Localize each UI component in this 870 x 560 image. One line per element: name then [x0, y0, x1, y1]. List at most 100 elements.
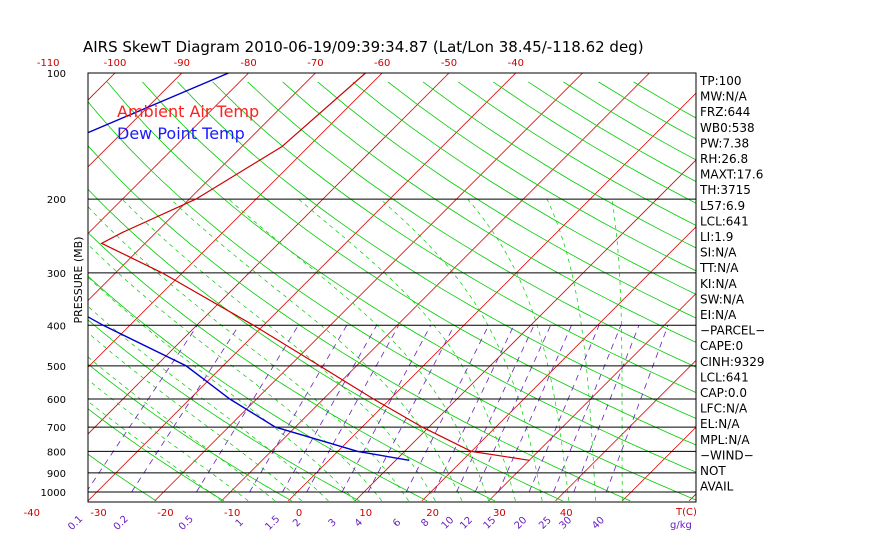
pressure-tick-label: 100	[47, 69, 66, 80]
index-line: FRZ:644	[700, 105, 750, 119]
isotherm-line	[288, 92, 696, 502]
isotherm-line	[555, 359, 696, 502]
dry-adiabat-line	[88, 145, 631, 502]
index-line: PW:7.38	[700, 136, 749, 150]
index-line: RH:26.8	[700, 152, 748, 166]
index-line: TP:100	[699, 74, 742, 88]
dry-adiabat-line	[88, 101, 696, 501]
pressure-tick-label: 500	[47, 362, 66, 373]
moist-adiabat-line	[170, 198, 463, 502]
mixing-ratio-line	[131, 325, 240, 493]
legend-ambient-air-temp: Ambient Air Temp	[117, 102, 259, 121]
pressure-tick-label: 1000	[41, 488, 66, 499]
mixing-ratio-label: 1.5	[263, 514, 282, 533]
dry-adiabat-line	[457, 81, 696, 226]
index-line: WB0:538	[700, 121, 755, 135]
bottom-temp-tick-label: 10	[359, 508, 372, 519]
isotherm-line	[488, 293, 696, 502]
dry-adiabat-line	[177, 81, 696, 419]
dry-adiabat-line	[493, 81, 696, 204]
moist-adiabat-line	[546, 198, 596, 501]
mixing-ratio-label: 0.5	[177, 514, 196, 533]
moist-adiabat-line	[88, 206, 409, 502]
index-line: TH:3715	[699, 183, 751, 197]
moist-adiabat-line	[298, 198, 516, 501]
mixing-ratio-label: 6	[391, 517, 403, 529]
bottom-temp-tick-label: 0	[296, 508, 302, 519]
isotherm-line	[88, 73, 383, 368]
top-temp-tick-label: -80	[240, 58, 256, 69]
dry-adiabat-line	[88, 188, 563, 502]
pressure-tick-label: 400	[47, 321, 66, 332]
mixing-ratio-label: 3	[327, 517, 339, 529]
top-temp-tick-label: -110	[37, 58, 60, 69]
bottom-temp-tick-label: -40	[24, 508, 40, 519]
top-temp-tick-label: -90	[174, 58, 190, 69]
index-line: LCL:641	[700, 370, 749, 384]
dry-adiabat-line	[0, 82, 21, 501]
mixing-ratio-label: 0.2	[112, 514, 131, 533]
moist-adiabat-line	[88, 356, 276, 502]
dry-adiabat-line	[106, 81, 696, 473]
dry-adiabat-line	[88, 363, 292, 502]
axis-labels: 1002003004005006007008009001000-120-110-…	[24, 58, 607, 533]
top-temp-tick-label: -60	[374, 58, 390, 69]
index-line: MW:N/A	[700, 90, 748, 104]
isotherm-line	[756, 64, 870, 501]
pressure-tick-label: 200	[47, 195, 66, 206]
ambient-air-temp-line	[100, 73, 530, 461]
index-line: −WIND−	[700, 448, 754, 462]
isotherm-line	[88, 73, 517, 502]
index-line: MPL:N/A	[700, 433, 750, 447]
isotherm-line	[0, 64, 58, 501]
bottom-temp-tick-label: 40	[560, 508, 573, 519]
plot-frame	[87, 72, 697, 503]
index-line: LCL:641	[700, 214, 749, 228]
top-temp-tick-label: -70	[307, 58, 323, 69]
mixing-ratio-label: 25	[537, 515, 554, 532]
index-line: TT:N/A	[699, 261, 739, 275]
mixing-ratio-label: 0.1	[66, 514, 85, 533]
legend-dew-point-temp: Dew Point Temp	[117, 124, 245, 143]
index-line: SI:N/A	[700, 246, 737, 260]
moist-adiabat-line	[467, 198, 570, 501]
top-temp-tick-label: -50	[441, 58, 457, 69]
pressure-tick-label: 700	[47, 423, 66, 434]
pressure-tick-label: 900	[47, 469, 66, 480]
moist-adiabat-line	[88, 276, 356, 502]
isotherm-line	[88, 73, 250, 235]
dry-adiabat-line	[247, 81, 696, 368]
index-line: CINH:9329	[700, 355, 765, 369]
dry-adiabat-line	[88, 319, 360, 502]
index-line: SW:N/A	[700, 292, 745, 306]
mixing-ratio-label: 20	[513, 515, 530, 532]
moist-adiabat-line	[88, 400, 222, 502]
mixing-ratio-line	[433, 325, 515, 493]
moist-adiabat-line	[88, 379, 249, 502]
mixing-ratio-line	[528, 325, 600, 493]
moist-adiabat-line	[88, 332, 302, 502]
pressure-tick-label: 300	[47, 269, 66, 280]
mixing-ratio-line	[405, 325, 489, 493]
top-temp-tick-label: -100	[104, 58, 127, 69]
mixing-ratio-line	[282, 325, 378, 493]
index-line: EI:N/A	[700, 308, 737, 322]
bottom-temp-tick-label: 20	[426, 508, 439, 519]
mixing-ratio-label: 40	[590, 515, 607, 532]
mixing-ratio-label: 1	[234, 517, 246, 529]
index-line: EL:N/A	[700, 417, 740, 431]
profile-curves	[88, 73, 530, 461]
index-line: CAP:0.0	[700, 386, 747, 400]
isotherm-line	[88, 73, 316, 301]
bottom-temp-tick-label: 30	[493, 508, 506, 519]
mixing-ratio-line	[553, 325, 622, 493]
dry-adiabat-line	[282, 81, 696, 343]
moist-adiabat-line	[380, 198, 543, 501]
dry-adiabat-line	[633, 81, 696, 119]
index-line: LI:1.9	[700, 230, 733, 244]
mixing-ratio-line	[306, 325, 399, 493]
dew-point-temp-line	[88, 73, 410, 461]
dry-adiabat-line	[212, 81, 696, 393]
